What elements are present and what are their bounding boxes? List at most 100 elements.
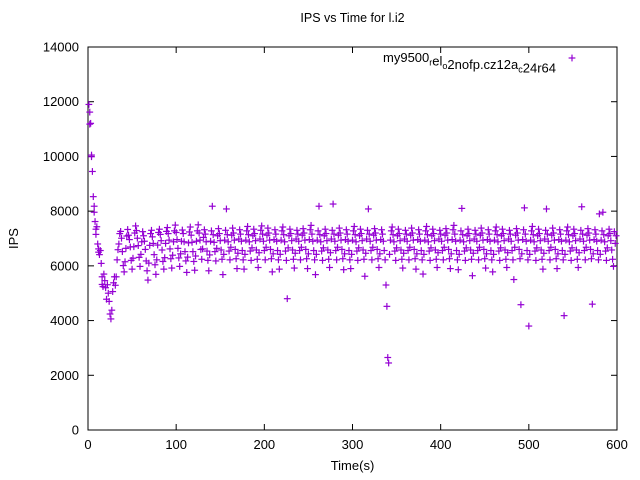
data-point [174, 244, 182, 252]
data-point [599, 208, 607, 216]
data-point [168, 264, 176, 272]
data-point [443, 229, 451, 237]
data-point [568, 244, 576, 252]
data-point [570, 225, 578, 233]
data-point [608, 246, 616, 254]
data-point [317, 238, 325, 246]
data-point [491, 227, 499, 235]
data-point [297, 256, 304, 264]
data-point [126, 236, 133, 243]
data-point [524, 256, 532, 264]
x-axis-label-group: Time(s) [331, 458, 375, 473]
data-point [259, 230, 266, 238]
data-point [141, 246, 149, 253]
data-point [523, 247, 531, 254]
data-point [291, 249, 299, 257]
data-point [452, 237, 460, 245]
data-point [157, 237, 165, 245]
data-point [440, 243, 448, 251]
data-point [342, 226, 350, 234]
data-point [476, 243, 483, 251]
data-point [299, 225, 307, 233]
data-point [585, 229, 593, 237]
y-tick-label: 12000 [43, 94, 79, 109]
data-point [86, 120, 94, 128]
data-point [192, 252, 199, 260]
data-point [610, 228, 618, 236]
data-point [496, 256, 504, 264]
data-point [418, 256, 426, 264]
data-point [503, 264, 511, 271]
data-point [330, 230, 338, 238]
data-point [355, 244, 363, 252]
data-point [366, 237, 374, 245]
data-point [315, 202, 323, 210]
data-point [449, 226, 457, 234]
data-point [601, 238, 609, 246]
data-point [431, 237, 438, 245]
data-point [352, 238, 360, 246]
data-point [152, 270, 160, 278]
data-point [384, 354, 392, 361]
data-point [454, 256, 461, 264]
data-point [438, 237, 445, 245]
data-point [464, 225, 472, 233]
data-point [93, 223, 101, 231]
legend-group[interactable]: my9500relo2nofp.cz12ac24r64 [383, 50, 576, 76]
data-point [101, 277, 109, 285]
data-point [103, 281, 111, 289]
data-point [97, 259, 105, 267]
data-point [148, 226, 155, 234]
data-point [156, 230, 164, 238]
data-points-group [85, 101, 620, 367]
data-point [223, 205, 230, 213]
data-point [179, 230, 187, 237]
data-point [107, 315, 115, 323]
data-point [117, 227, 125, 235]
y-tick-label: 0 [72, 423, 79, 438]
data-point [348, 250, 356, 258]
data-point [500, 237, 508, 245]
data-point [193, 237, 200, 245]
data-point [297, 243, 305, 251]
data-point [511, 243, 519, 251]
data-point [125, 231, 132, 239]
data-point [603, 256, 610, 264]
data-point [300, 229, 308, 237]
data-point [360, 255, 368, 263]
data-point [593, 237, 601, 245]
data-point [412, 265, 420, 273]
data-point [85, 101, 93, 108]
data-point [151, 261, 159, 269]
data-point [172, 229, 180, 236]
data-point [575, 249, 583, 257]
data-point [316, 231, 324, 239]
data-point [459, 231, 467, 239]
data-point [453, 247, 460, 254]
data-point [447, 250, 455, 258]
data-point [544, 237, 552, 245]
data-point [373, 246, 381, 253]
data-point [574, 264, 582, 271]
data-point [388, 223, 396, 231]
data-point [206, 251, 214, 259]
data-point [275, 265, 283, 273]
data-point [550, 229, 557, 237]
data-point [446, 265, 454, 272]
data-point [563, 227, 571, 235]
data-point [239, 256, 247, 264]
data-point [335, 224, 343, 232]
data-point [551, 246, 559, 253]
data-point [612, 232, 620, 240]
data-point [325, 255, 333, 263]
data-point [456, 236, 464, 244]
data-point [244, 223, 251, 230]
data-point [213, 244, 221, 252]
data-point [241, 250, 249, 258]
data-point [269, 250, 277, 258]
data-point [312, 271, 319, 279]
data-point [304, 265, 311, 272]
data-point [350, 223, 358, 230]
data-point [482, 264, 490, 272]
data-point [207, 237, 214, 245]
